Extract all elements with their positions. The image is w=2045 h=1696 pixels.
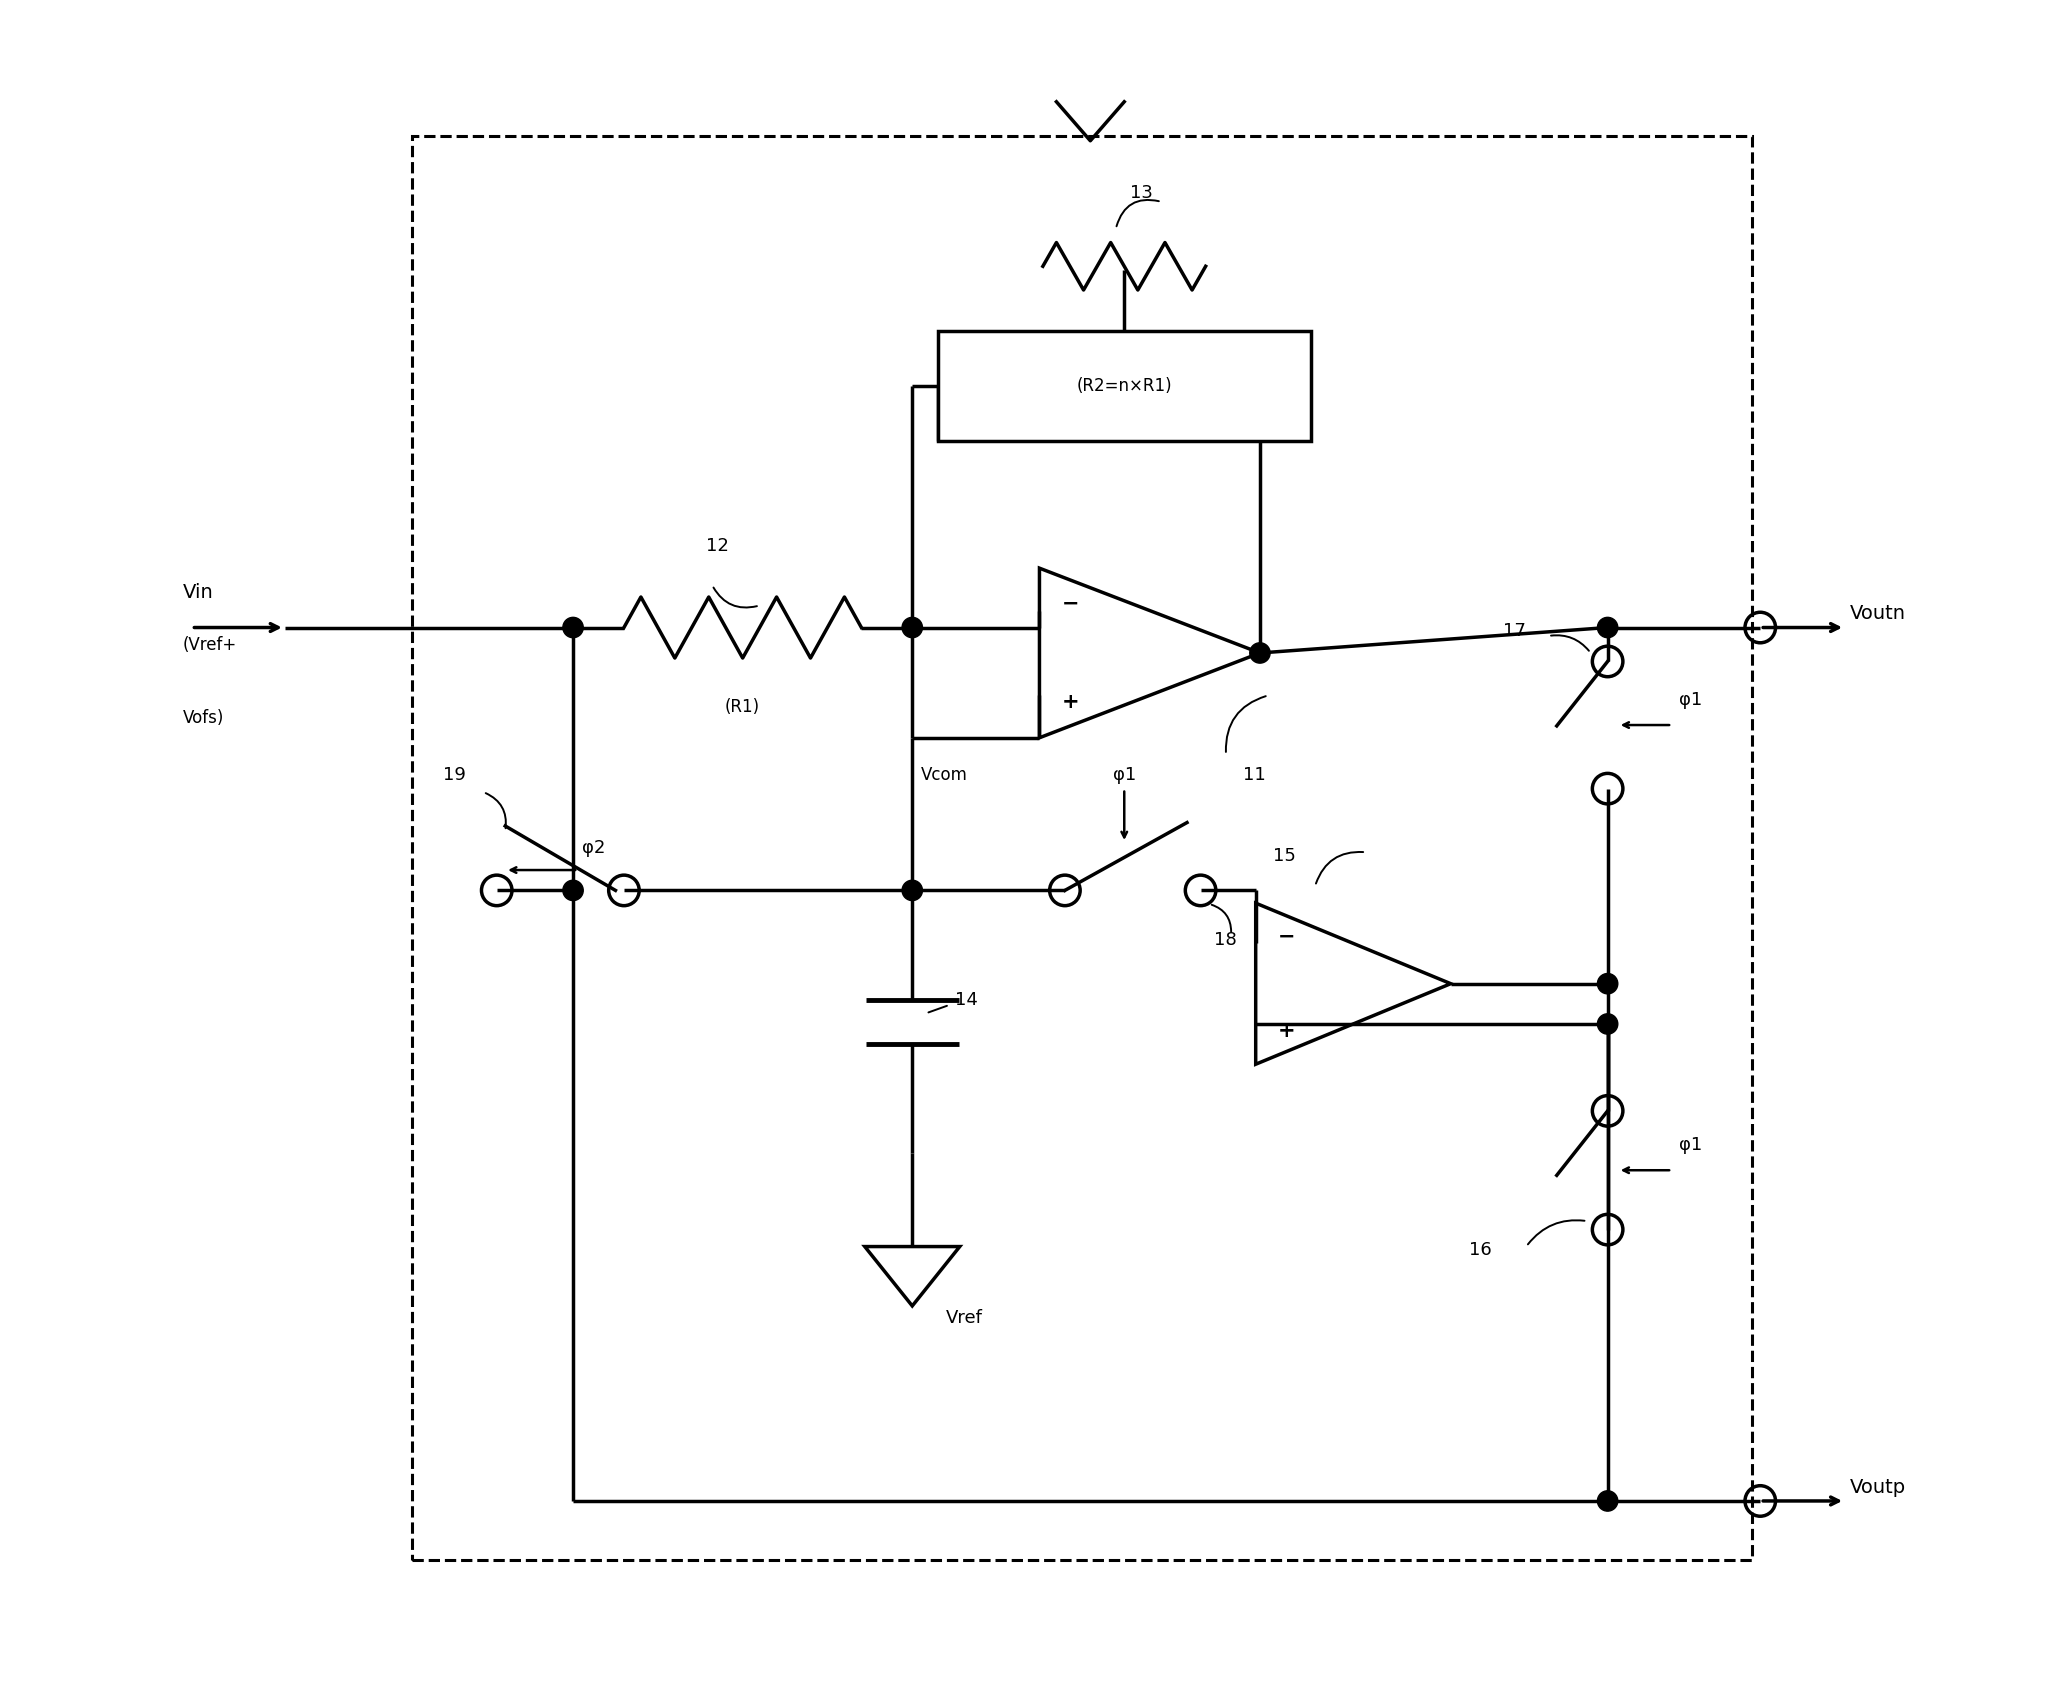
- Circle shape: [1597, 1491, 1618, 1511]
- Text: 11: 11: [1243, 767, 1266, 784]
- Text: Vcom: Vcom: [920, 767, 967, 784]
- Circle shape: [902, 617, 922, 638]
- Text: φ1: φ1: [1112, 767, 1135, 784]
- Text: 19: 19: [444, 767, 466, 784]
- Bar: [939, 331, 1311, 441]
- Text: Vin: Vin: [182, 583, 215, 602]
- Text: Voutn: Voutn: [1851, 604, 1906, 624]
- Circle shape: [562, 617, 583, 638]
- Text: Voutp: Voutp: [1851, 1477, 1906, 1498]
- Circle shape: [1249, 643, 1270, 663]
- Text: Vofs): Vofs): [182, 709, 225, 728]
- Text: −: −: [1278, 926, 1294, 946]
- Circle shape: [1597, 617, 1618, 638]
- Circle shape: [1597, 974, 1618, 994]
- Text: 14: 14: [955, 990, 978, 1009]
- Text: (Vref+: (Vref+: [182, 636, 237, 655]
- Text: 12: 12: [706, 538, 728, 555]
- Text: φ2: φ2: [581, 840, 605, 856]
- Text: (R1): (R1): [726, 699, 761, 716]
- Text: +: +: [1278, 1021, 1294, 1041]
- Text: −: −: [1061, 594, 1080, 614]
- Text: (R2=n×R1): (R2=n×R1): [1076, 377, 1172, 395]
- Circle shape: [902, 880, 922, 901]
- Text: φ1: φ1: [1679, 1136, 1701, 1153]
- Text: 13: 13: [1129, 185, 1153, 202]
- Circle shape: [562, 880, 583, 901]
- Text: +: +: [1061, 692, 1080, 712]
- Text: Vref: Vref: [947, 1309, 984, 1326]
- Circle shape: [1597, 1014, 1618, 1035]
- Text: φ1: φ1: [1679, 690, 1701, 709]
- Bar: [411, 136, 1753, 1560]
- Text: 15: 15: [1272, 846, 1297, 865]
- Text: 18: 18: [1215, 931, 1237, 948]
- Text: 16: 16: [1468, 1241, 1491, 1258]
- Text: 17: 17: [1503, 622, 1526, 639]
